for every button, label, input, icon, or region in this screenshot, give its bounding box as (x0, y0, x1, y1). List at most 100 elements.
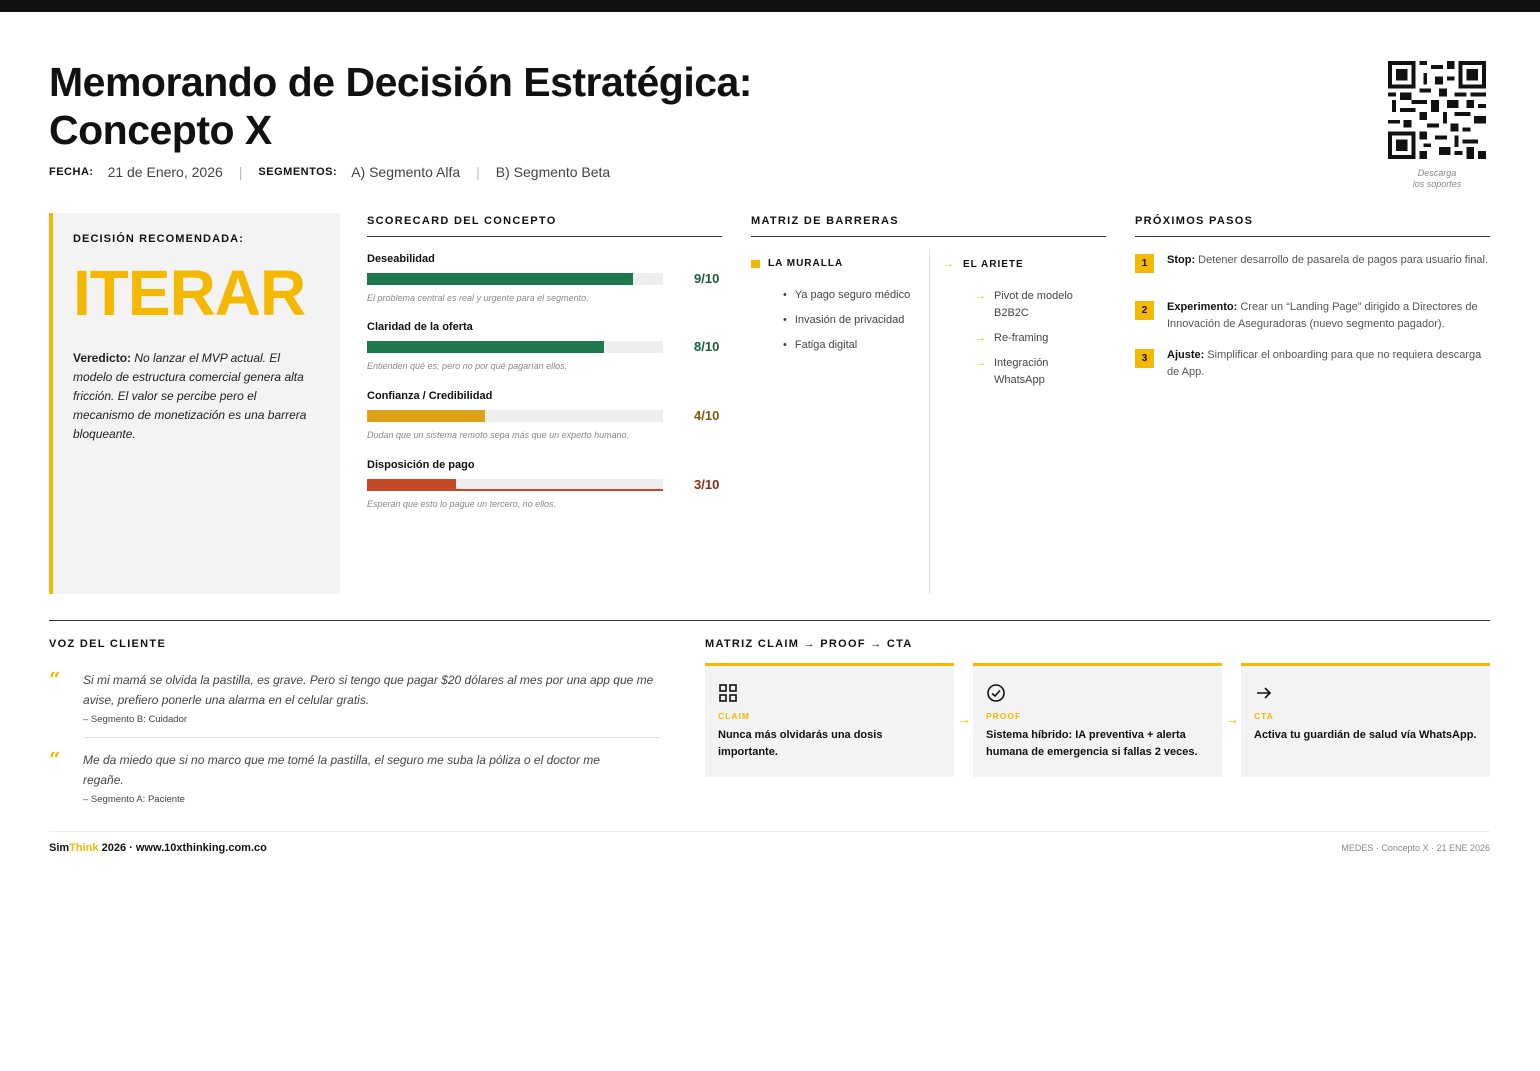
check-circle-icon (986, 683, 1209, 705)
score-note: El problema central es real y urgente pa… (367, 293, 589, 303)
arrow-right-icon (1254, 683, 1477, 705)
arrow-right-icon: → (975, 290, 986, 302)
verdict-text: Veredicto: No lanzar el MVP actual. El m… (73, 349, 320, 444)
score-value: 8/10 (694, 339, 720, 354)
score-value: 9/10 (694, 271, 720, 286)
cta-card: CTA Activa tu guardián de salud vía What… (1241, 663, 1490, 777)
title-line-1: Memorando de Decisión Estratégica: (49, 59, 752, 105)
ram-column: → EL ARIETE → Pivot de modelo B2B2C → Re-fr… (943, 258, 1093, 397)
decision-label: DECISIÓN RECOMENDADA: (73, 233, 244, 245)
next-step-1: 1 Stop: Detener desarrollo de pasarela d… (1135, 254, 1490, 273)
barriers-divider (929, 249, 930, 594)
arrow-right-icon: → (975, 332, 986, 344)
wall-title: LA MURALLA (768, 258, 844, 269)
bullet-icon: • (783, 314, 787, 326)
arrow-right-icon: → (957, 711, 971, 727)
list-item: • Ya pago seguro médico (783, 287, 916, 304)
bullet-icon: • (783, 289, 787, 301)
quote-divider (83, 737, 661, 738)
fecha-value: 21 de Enero, 2026 (107, 164, 223, 180)
list-item: • Invasión de privacidad (783, 312, 916, 329)
section-divider (49, 620, 1490, 621)
list-item: → Pivot de modelo B2B2C (975, 288, 1093, 322)
qr-caption: Descarga los soportes (1388, 168, 1486, 190)
next-steps-title: PRÓXIMOS PASOS (1135, 215, 1490, 237)
score-name: Deseabilidad (367, 253, 435, 265)
wall-column: LA MURALLA • Ya pago seguro médico • Invas… (751, 258, 916, 362)
brand-sim: Sim (49, 842, 70, 854)
score-bar-track (367, 273, 663, 285)
decision-value: ITERAR (73, 257, 306, 329)
step-number: 1 (1135, 254, 1154, 273)
next-step-2: 2 Experimento: Crear un “Landing Page” d… (1135, 301, 1490, 333)
claim-card: CLAIM Nunca más olvidarás una dosis impo… (705, 663, 954, 777)
step-text: Stop: Detener desarrollo de pasarela de … (1167, 252, 1488, 273)
bullet-icon: • (783, 339, 787, 351)
quote-mark-icon: “ (49, 667, 61, 691)
score-item: Claridad de la oferta 8/10 Entienden qué e… (367, 321, 722, 371)
voice-title: VOZ DEL CLIENTE (49, 638, 167, 650)
segmentos-label: SEGMENTOS: (258, 166, 338, 178)
step-text: Ajuste: Simplificar el onboarding para q… (1167, 347, 1490, 381)
score-note: Dudan que un sistema remoto sepa más que… (367, 430, 630, 440)
score-value: 4/10 (694, 408, 720, 423)
score-name: Claridad de la oferta (367, 321, 473, 333)
quote-author: – Segmento B: Cuidador (83, 714, 188, 725)
list-item: • Fatiga digital (783, 337, 916, 354)
step-label: Ajuste: (1167, 349, 1205, 361)
footer-brand[interactable]: SimThink 2026 · www.10xthinking.com.co (49, 842, 267, 854)
step-body: Simplificar el onboarding para que no re… (1167, 349, 1482, 378)
decision-card: DECISIÓN RECOMENDADA: ITERAR Veredicto: … (49, 213, 340, 594)
score-note: Entienden qué es, pero no por qué pagarí… (367, 361, 568, 371)
qr-code-icon[interactable] (1388, 61, 1486, 159)
score-item: Confianza / Credibilidad 4/10 Dudan que un… (367, 390, 722, 440)
step-number: 2 (1135, 301, 1154, 320)
quote-text: Si mi mamá se olvida la pastilla, es gra… (83, 673, 654, 707)
footer-divider (49, 831, 1490, 832)
card-text: Nunca más olvidarás una dosis importante… (718, 729, 883, 758)
ram-header: → EL ARIETE (943, 258, 1093, 270)
score-item: Deseabilidad 9/10 El problema central es r… (367, 253, 722, 303)
footer-reference: MEDES · Concepto X · 21 ENE 2026 (1341, 843, 1490, 853)
wall-item-text: Invasión de privacidad (794, 314, 905, 326)
score-bar-fill (367, 410, 486, 422)
grid-icon (718, 683, 941, 705)
score-name: Confianza / Credibilidad (367, 390, 493, 402)
segment-b: B) Segmento Beta (495, 164, 611, 180)
fecha-label: FECHA: (49, 166, 94, 178)
scorecard-title: SCORECARD DEL CONCEPTO (367, 215, 722, 237)
score-note: Esperan que esto lo pague un tercero, no… (367, 499, 557, 509)
arrow-right-icon: → (943, 258, 955, 270)
score-name: Disposición de pago (367, 459, 475, 471)
wall-header: LA MURALLA (751, 258, 916, 269)
step-number: 3 (1135, 349, 1154, 368)
step-body: Crear un “Landing Page” dirigido a Direc… (1167, 301, 1478, 330)
meta-separator: | (238, 164, 243, 180)
square-bullet-icon (751, 259, 760, 268)
brand-think: Think (69, 842, 99, 854)
list-item: → Integración WhatsApp (975, 355, 1093, 389)
score-bar-fill (367, 341, 604, 353)
step-text: Experimento: Crear un “Landing Page” dir… (1167, 299, 1490, 333)
step-label: Stop: (1167, 254, 1196, 266)
quote-1: “ Si mi mamá se olvida la pastilla, es g… (49, 667, 661, 725)
quote-author: – Segmento A: Paciente (83, 794, 185, 805)
verdict-body: No lanzar el MVP actual. El modelo de es… (73, 351, 307, 441)
card-text: Activa tu guardián de salud vía WhatsApp… (1254, 729, 1477, 741)
score-bar-track (367, 479, 663, 491)
arrow-right-icon: → (1225, 711, 1239, 727)
ram-item-text: Integración WhatsApp (994, 357, 1049, 386)
segment-a: A) Segmento Alfa (351, 164, 461, 180)
card-label: CTA (1254, 711, 1274, 721)
ram-list: → Pivot de modelo B2B2C → Re-framing → Inte… (975, 288, 1093, 389)
qr-caption-line-2: los soportes (1412, 179, 1462, 189)
card-label: CLAIM (718, 711, 750, 721)
meta-row: FECHA: 21 de Enero, 2026 | SEGMENTOS: A)… (49, 164, 610, 180)
score-item: Disposición de pago 3/10 Esperan que esto … (367, 459, 722, 509)
page-title: Memorando de Decisión Estratégica: Conce… (49, 58, 949, 154)
quote-2: “ Me da miedo que si no marco que me tom… (49, 747, 661, 805)
step-body: Detener desarrollo de pasarela de pagos … (1198, 254, 1489, 266)
card-text: Sistema híbrido: IA preventiva + alerta … (986, 729, 1198, 758)
wall-item-text: Fatiga digital (794, 339, 858, 351)
score-bar-fill (367, 273, 634, 285)
